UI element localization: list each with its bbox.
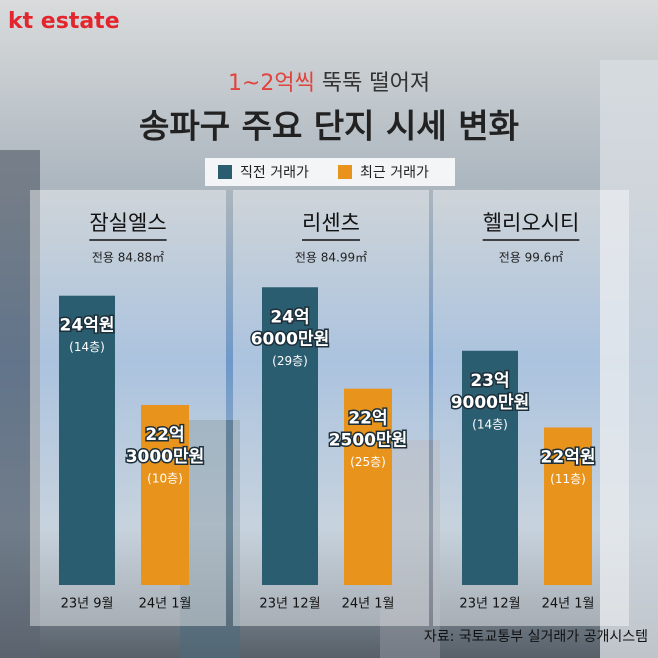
- x-tick-label: 23년 12월: [259, 597, 320, 612]
- floor-label: (14층): [472, 417, 508, 431]
- value-label: 22억원: [541, 448, 596, 468]
- panel-title: 헬리오시티: [483, 211, 580, 235]
- bar: [544, 427, 592, 585]
- floor-label: (10층): [147, 472, 183, 486]
- x-tick-label: 23년 12월: [459, 597, 520, 612]
- value-label: 24억: [270, 307, 309, 327]
- floor-label: (14층): [69, 340, 105, 354]
- subtitle: 1~2억씩 뚝뚝 떨어져: [228, 71, 430, 96]
- title: 송파구 주요 단지 시세 변화: [139, 107, 519, 146]
- value-label: 24억원: [60, 316, 115, 336]
- brand: kt estate: [8, 9, 120, 34]
- x-tick-label: 24년 1월: [542, 597, 595, 612]
- value-label: 23억: [470, 371, 509, 391]
- source: 자료: 국토교통부 실거래가 공개시스템: [424, 629, 648, 645]
- subtitle-highlight: 1~2억씩: [228, 71, 315, 96]
- value-label: 22억: [145, 425, 184, 445]
- legend-label: 최근 거래가: [360, 165, 429, 181]
- floor-label: (11층): [550, 472, 586, 486]
- bar: [344, 388, 392, 585]
- bar: [59, 295, 115, 585]
- subtitle-rest: 뚝뚝 떨어져: [322, 71, 430, 96]
- panel-title: 리센츠: [302, 211, 360, 235]
- building: [180, 420, 240, 658]
- legend-swatch: [338, 165, 352, 179]
- floor-label: (29층): [272, 354, 308, 368]
- panel-subtitle: 전용 84.99㎡: [295, 251, 367, 265]
- value-label: 2500만원: [329, 431, 408, 451]
- x-tick-label: 24년 1월: [139, 597, 192, 612]
- building: [600, 60, 658, 658]
- building: [0, 150, 40, 658]
- value-label: 6000만원: [251, 329, 330, 349]
- legend-label: 직전 거래가: [240, 165, 309, 181]
- value-label: 3000만원: [126, 447, 205, 467]
- bar: [262, 287, 318, 585]
- x-tick-label: 24년 1월: [342, 597, 395, 612]
- floor-label: (25층): [350, 455, 386, 469]
- panel-title: 잠실엘스: [89, 211, 166, 235]
- panel-subtitle: 전용 99.6㎡: [499, 251, 564, 265]
- bar: [462, 350, 518, 585]
- legend-box: [205, 158, 455, 186]
- value-label: 9000만원: [451, 393, 530, 413]
- legend-swatch: [218, 165, 232, 179]
- x-tick-label: 23년 9월: [61, 597, 114, 612]
- value-label: 22억: [348, 409, 387, 429]
- panel-subtitle: 전용 84.88㎡: [92, 251, 164, 265]
- bar: [141, 405, 189, 585]
